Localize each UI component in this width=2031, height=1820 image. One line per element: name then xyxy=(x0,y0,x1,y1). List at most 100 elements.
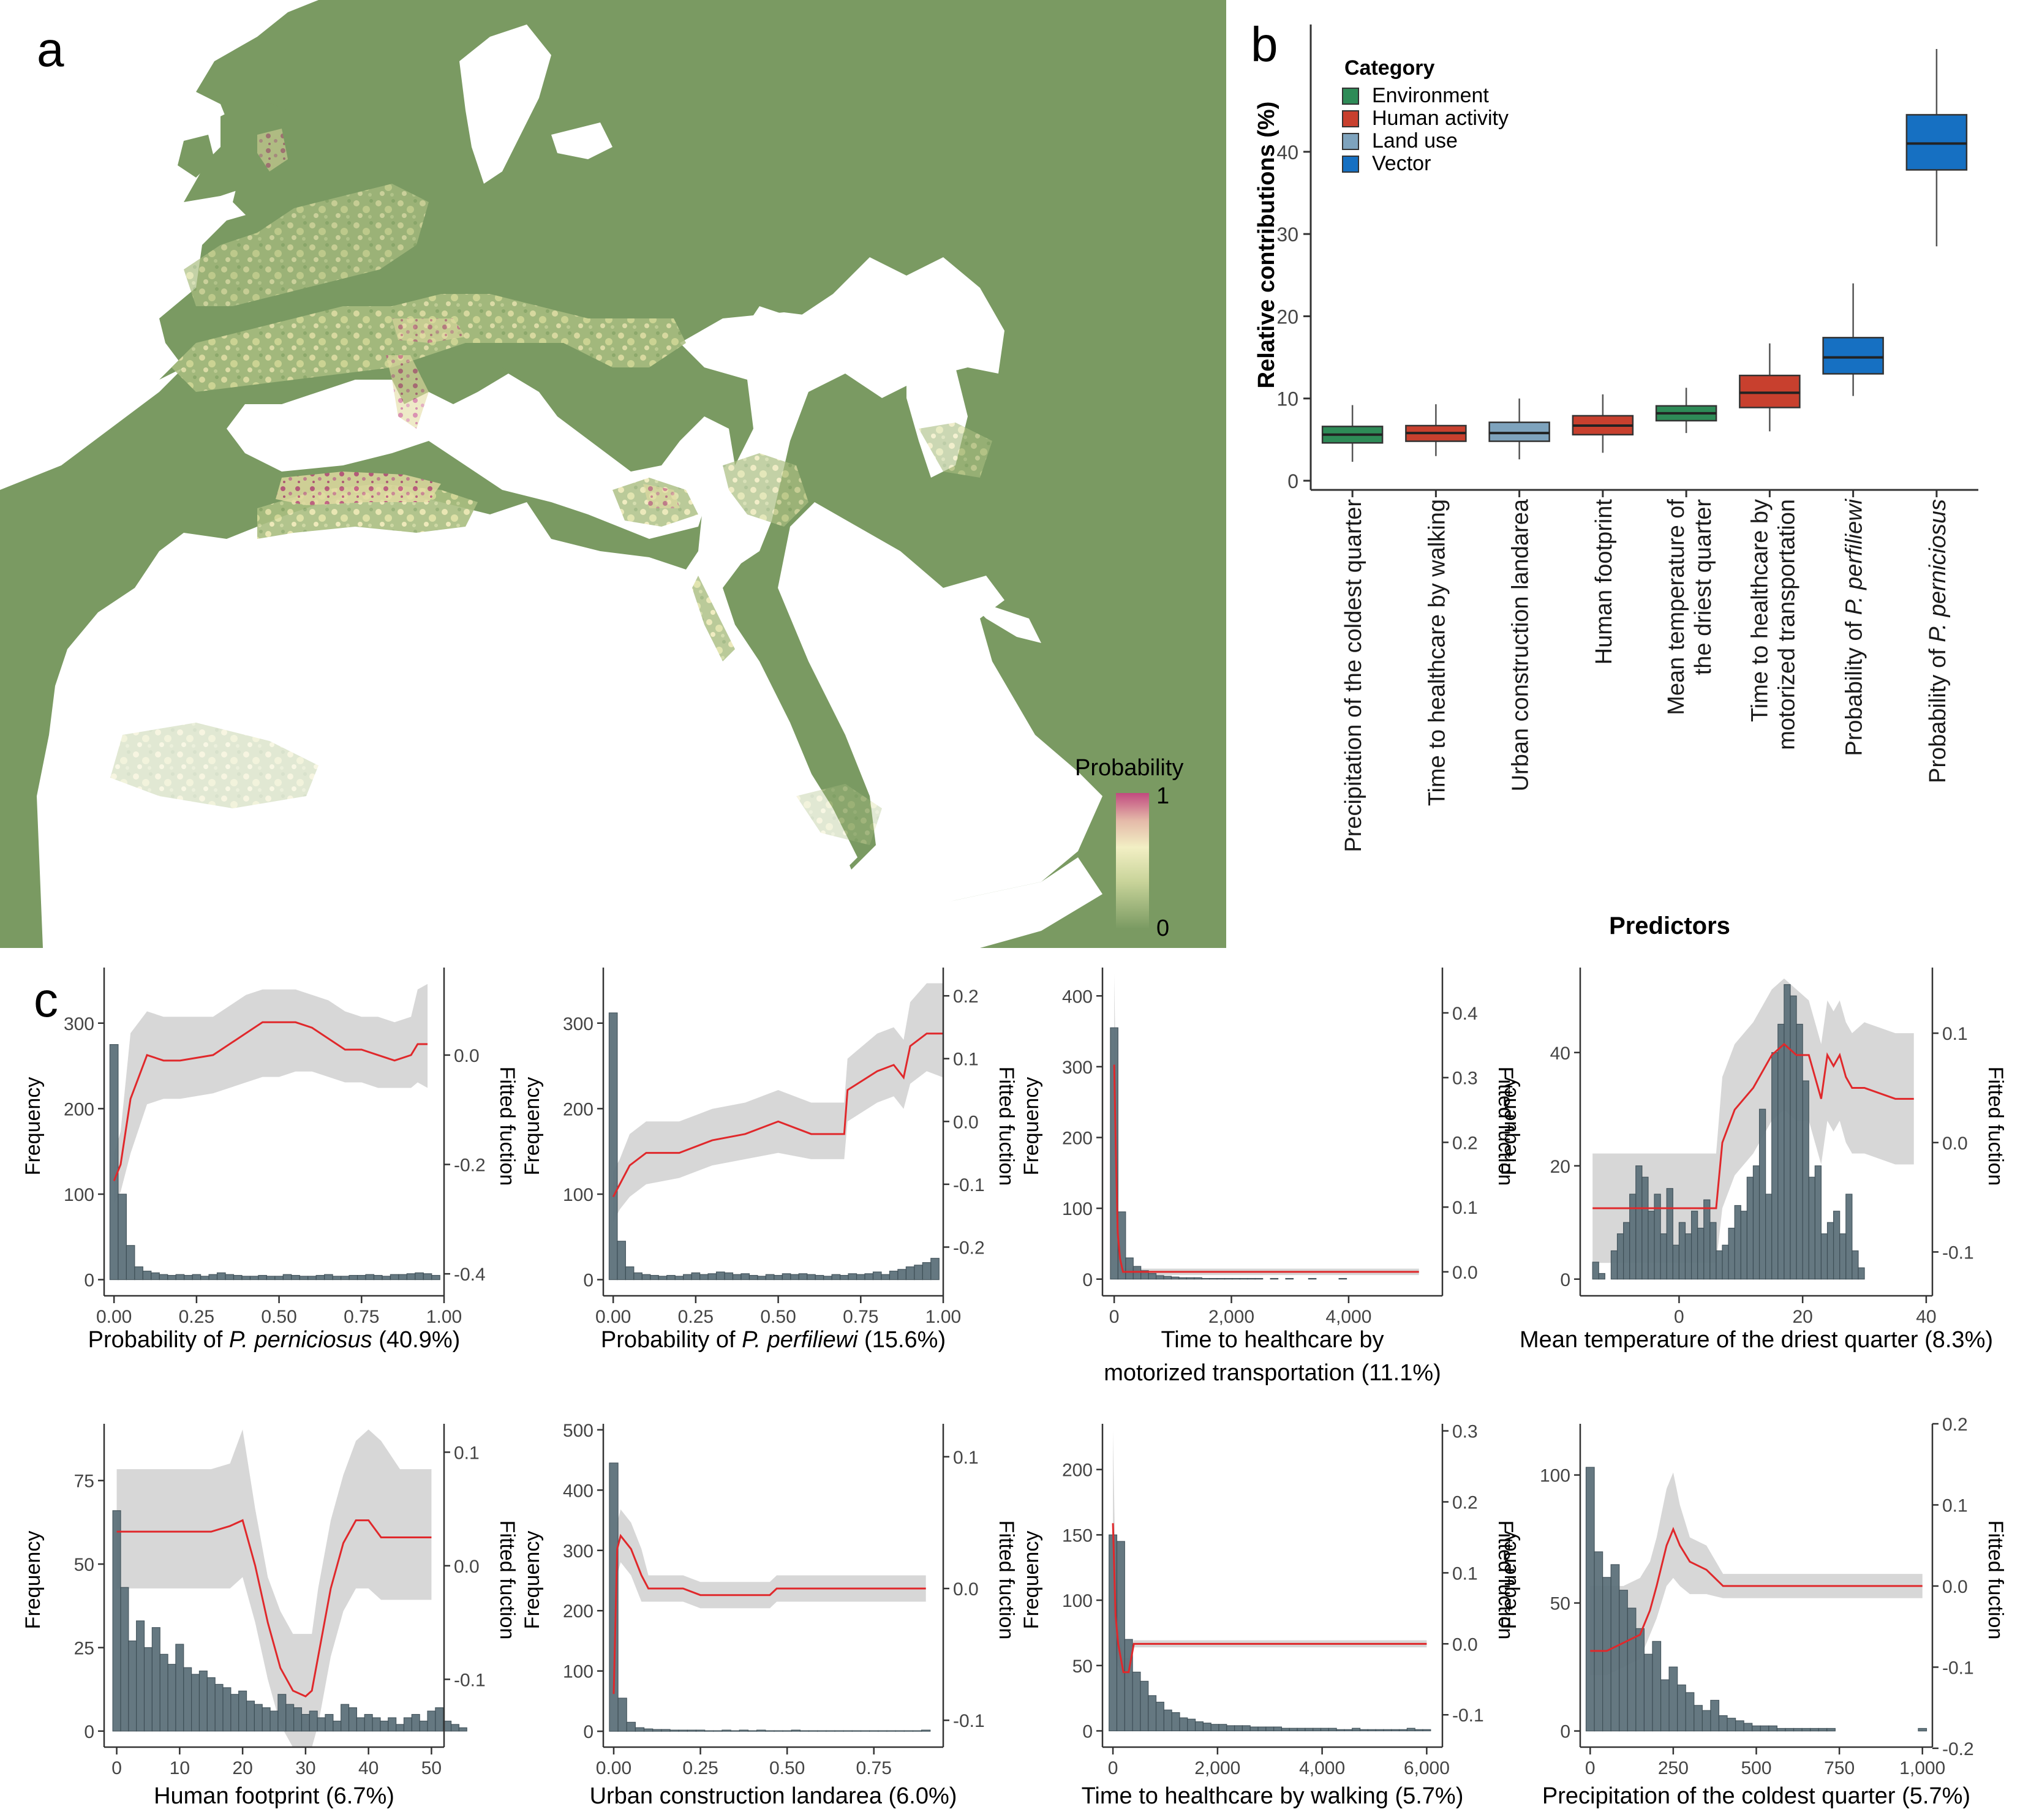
histogram-bar xyxy=(889,1271,899,1280)
histogram-bar xyxy=(1810,1728,1819,1732)
right-tick-label: 0.0 xyxy=(1452,1634,1478,1655)
x-tick-label: 20 xyxy=(1792,1307,1812,1327)
histogram-bar xyxy=(1328,1728,1337,1732)
confidence-ribbon xyxy=(613,983,943,1222)
histogram-bar xyxy=(1743,1723,1753,1732)
histogram-bar xyxy=(372,1717,381,1732)
histogram-bar xyxy=(324,1274,333,1280)
map-legend-max: 1 xyxy=(1156,783,1169,809)
histogram-bar xyxy=(191,1674,200,1732)
histogram-bar xyxy=(922,1262,932,1280)
histogram-bar xyxy=(1592,1262,1599,1280)
histogram-bar xyxy=(373,1275,383,1280)
x-tick-label: 0.25 xyxy=(678,1307,714,1327)
histogram-bar xyxy=(192,1274,202,1280)
histogram-bar xyxy=(1598,1273,1605,1280)
histogram-bar xyxy=(1313,1728,1322,1732)
histogram-bar xyxy=(382,1276,391,1280)
right-tick-label: 0.0 xyxy=(1942,1577,1968,1597)
histogram-bar xyxy=(1344,1729,1353,1732)
x-tick-label: 0.50 xyxy=(261,1307,296,1327)
map-legend-min: 0 xyxy=(1156,916,1169,941)
histogram-bar xyxy=(732,1274,742,1280)
histogram-bar xyxy=(277,1694,287,1732)
histogram-bar xyxy=(333,1720,342,1732)
histogram-bar xyxy=(1585,1467,1595,1732)
histogram xyxy=(1592,984,1865,1280)
histogram-bar xyxy=(815,1275,824,1280)
histogram-bar xyxy=(1635,1628,1645,1732)
histogram-bar xyxy=(1777,1023,1785,1280)
histogram-bar xyxy=(258,1275,267,1280)
boxplot-legend-title: Category xyxy=(1344,56,1434,80)
histogram-bar xyxy=(695,1729,706,1732)
x-tick-label: 0.25 xyxy=(179,1307,214,1327)
right-tick-label: 0.2 xyxy=(1942,1415,1968,1435)
histogram-bar xyxy=(167,1664,176,1732)
histogram-bar xyxy=(435,1707,444,1732)
boxplot-y-axis-title: Relative contributions (%) xyxy=(1254,102,1279,389)
fitted-curve xyxy=(612,1032,943,1198)
boxplot-box xyxy=(1321,405,1384,462)
map-suitability-areas xyxy=(110,129,992,845)
histogram-bar xyxy=(1672,1244,1680,1280)
histogram-bar xyxy=(282,1274,292,1280)
histogram-bar xyxy=(1170,1276,1180,1280)
left-tick-label: 50 xyxy=(1072,1656,1093,1677)
histogram-bar xyxy=(458,1727,467,1732)
left-tick-label: 500 xyxy=(563,1421,593,1441)
boxplot-box xyxy=(1572,394,1634,453)
histogram-bar xyxy=(1171,1712,1180,1732)
histogram-bar xyxy=(609,1462,619,1732)
histogram-bar xyxy=(1752,1165,1760,1280)
histogram-bar xyxy=(1398,1729,1407,1732)
x-tick-label: 500 xyxy=(1741,1758,1771,1778)
x-axis-title: Precipitation of the coldest quarter (5.… xyxy=(1542,1783,1970,1809)
histogram-bar xyxy=(112,1510,121,1732)
histogram xyxy=(1109,1534,1431,1732)
histogram-bar xyxy=(1668,1666,1678,1732)
histogram-bar xyxy=(1793,1728,1803,1732)
histogram-bar xyxy=(1352,1728,1361,1732)
histogram-bar xyxy=(1752,1725,1761,1732)
histogram-bar xyxy=(1194,1277,1202,1280)
left-tick-label: 0 xyxy=(1082,1270,1093,1290)
histogram-bar xyxy=(823,1276,832,1280)
histogram-bar xyxy=(1289,1728,1298,1732)
histogram-bar xyxy=(1814,1165,1822,1280)
histogram-bar xyxy=(1660,1233,1667,1280)
left-axis-title: Frequency xyxy=(1020,1077,1043,1176)
histogram-bar xyxy=(299,1276,309,1280)
histogram-bar xyxy=(332,1276,342,1280)
right-tick-label: -0.2 xyxy=(1942,1739,1974,1759)
boxplot-y-tick-label: 30 xyxy=(1276,224,1298,246)
histogram-bar xyxy=(1694,1705,1703,1732)
right-tick-label: -0.4 xyxy=(454,1265,486,1285)
histogram-bar xyxy=(388,1717,397,1732)
boxplot-y-tick-label: 20 xyxy=(1276,306,1298,328)
histogram-bar xyxy=(1109,1534,1118,1732)
histogram-bar xyxy=(1148,1273,1157,1280)
histogram-bar xyxy=(1709,1222,1717,1280)
left-tick-label: 200 xyxy=(1062,1461,1093,1481)
boxplot-box xyxy=(1905,49,1968,247)
boxplot-box xyxy=(1822,283,1884,396)
boxplot-box xyxy=(1739,343,1801,432)
x-axis-title: Urban construction landarea (6.0%) xyxy=(590,1783,957,1809)
panel-b-boxplot: 0 10 20 30 40 Precipitation of the coldest q… xyxy=(1254,24,1978,939)
histogram-bar xyxy=(1594,1551,1603,1732)
histogram-bar xyxy=(1734,1205,1741,1280)
histogram-bar xyxy=(1210,1724,1219,1732)
histogram-bar xyxy=(1654,1194,1661,1280)
histogram-bar xyxy=(406,1273,416,1280)
histogram-bar xyxy=(1784,984,1791,1280)
map-legend-title: Probability xyxy=(1075,755,1183,781)
histogram-bar xyxy=(1826,1728,1836,1732)
boxplot-axes xyxy=(1309,24,1978,491)
histogram-bar xyxy=(608,1012,618,1280)
map-seas xyxy=(227,24,1102,948)
panel-label-b: b xyxy=(1251,17,1278,72)
histogram-bar xyxy=(1701,1710,1711,1732)
